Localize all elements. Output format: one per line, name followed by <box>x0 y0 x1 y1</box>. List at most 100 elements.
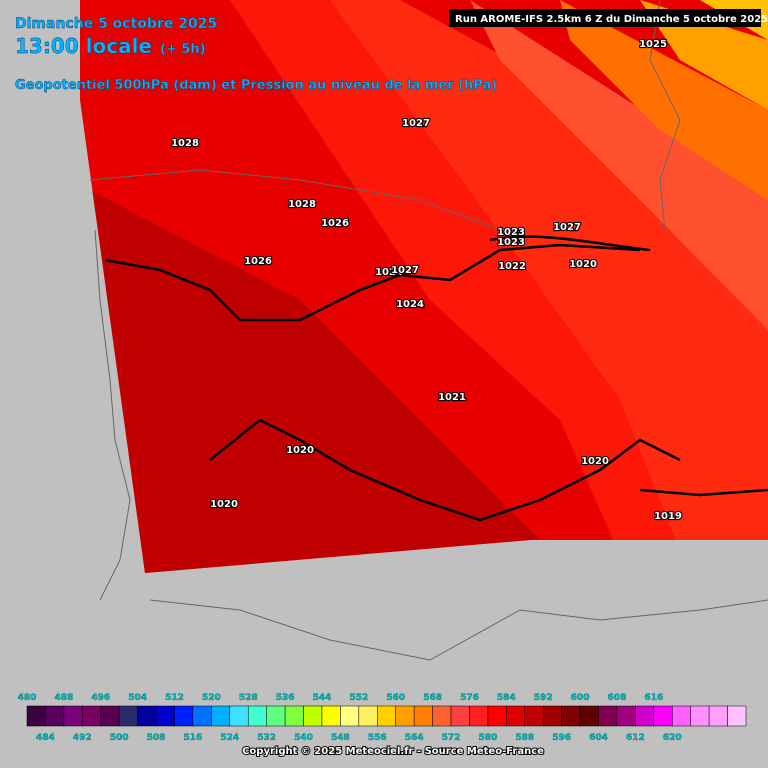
legend-label: 612 <box>626 733 645 743</box>
legend-label: 484 <box>36 733 55 743</box>
isobar-label: 1024 <box>396 299 424 310</box>
legend-label: 568 <box>423 693 442 703</box>
isobar-label: 1020 <box>210 499 238 510</box>
legend-label: 508 <box>147 733 166 743</box>
legend-label: 512 <box>165 693 184 703</box>
legend-label: 620 <box>663 733 682 743</box>
color-swatch <box>247 705 267 727</box>
legend-label: 608 <box>608 693 627 703</box>
isobars <box>104 235 768 522</box>
color-swatch <box>598 705 618 727</box>
color-swatch <box>229 705 249 727</box>
isobar-label: 1020 <box>286 445 314 456</box>
legend-label: 544 <box>313 693 332 703</box>
color-swatch <box>118 705 138 727</box>
color-swatch <box>653 705 673 727</box>
legend-label: 600 <box>571 693 590 703</box>
color-swatch <box>487 705 507 727</box>
color-swatch <box>377 705 396 727</box>
legend-label: 488 <box>54 693 73 703</box>
isobar-label: 1028 <box>288 199 316 210</box>
color-swatch <box>100 705 120 727</box>
color-swatch <box>561 705 581 727</box>
legend-label: 596 <box>552 733 571 743</box>
color-swatch <box>174 705 194 727</box>
color-swatch <box>358 705 378 727</box>
legend-label: 532 <box>257 733 276 743</box>
isobar-label: 1028 <box>171 138 199 149</box>
isobar-label: 1023 <box>497 237 525 248</box>
color-swatch <box>155 705 175 727</box>
color-swatch <box>579 705 599 727</box>
color-swatch <box>432 705 452 727</box>
legend-label: 540 <box>294 733 313 743</box>
date: Dimanche 5 octobre 2025 <box>15 16 217 32</box>
legend-label: 588 <box>515 733 534 743</box>
color-swatch <box>137 705 157 727</box>
color-swatch <box>542 705 562 727</box>
legend-label: 576 <box>460 693 479 703</box>
color-swatch <box>635 705 655 727</box>
isobar-label: 1025 <box>639 39 667 50</box>
copyright: Copyright © 2025 Meteociel.fr - Source M… <box>242 746 544 757</box>
color-swatch <box>469 705 489 727</box>
legend-label: 500 <box>110 733 129 743</box>
legend-label: 528 <box>239 693 258 703</box>
isobar-label: 1024 <box>375 267 403 278</box>
time: 13:00 locale <box>15 34 152 58</box>
color-swatch <box>524 705 544 727</box>
legend-label: 584 <box>497 693 516 703</box>
color-swatch <box>321 705 341 727</box>
isobar-label: 1027 <box>402 118 430 129</box>
run-box <box>449 9 761 27</box>
color-swatch <box>672 705 691 727</box>
offset: (+ 5h) <box>160 42 206 57</box>
color-swatch <box>450 705 470 727</box>
field <box>80 0 768 573</box>
isobar-label: 1026 <box>244 256 272 267</box>
color-swatch <box>266 705 286 727</box>
color-swatch <box>690 705 710 727</box>
color-swatch <box>82 705 101 727</box>
color-swatch <box>616 705 636 727</box>
subtitle: Geopotentiel 500hPa (dam) et Pression au… <box>15 78 497 93</box>
legend-label: 496 <box>91 693 110 703</box>
color-swatch <box>45 705 65 727</box>
color-swatch <box>26 705 46 727</box>
color-swatch <box>708 705 728 727</box>
run-info: Run AROME-IFS 2.5km 6 Z du Dimanche 5 oc… <box>455 14 768 25</box>
color-swatch <box>506 705 526 727</box>
color-swatch <box>303 705 323 727</box>
color-swatch <box>413 705 433 727</box>
borders <box>89 0 768 661</box>
isobar-label: 1020 <box>569 259 597 270</box>
isobar-label: 1027 <box>391 265 419 276</box>
legend-label: 564 <box>405 733 424 743</box>
legend-label: 548 <box>331 733 350 743</box>
legend-label: 504 <box>128 693 147 703</box>
isobar-label: 1023 <box>497 227 525 238</box>
legend-label: 592 <box>534 693 553 703</box>
legend-label: 616 <box>644 693 663 703</box>
legend-label: 480 <box>18 693 37 703</box>
color-swatch <box>211 705 231 727</box>
legend-label: 520 <box>202 693 221 703</box>
legend-label: 604 <box>589 733 608 743</box>
color-swatch <box>727 705 747 727</box>
legend-label: 524 <box>220 733 239 743</box>
isobar-label: 1027 <box>553 222 581 233</box>
color-swatch <box>340 705 360 727</box>
color-swatch <box>192 705 212 727</box>
legend-label: 572 <box>442 733 461 743</box>
color-swatch <box>395 705 415 727</box>
legend-label: 580 <box>478 733 497 743</box>
legend-label: 516 <box>184 733 203 743</box>
colorbar: 480 488 496 504 512 520 528 536 544 552 560 568 576 5… <box>17 693 747 743</box>
legend-label: 552 <box>349 693 368 703</box>
isobar-label: 1021 <box>438 392 466 403</box>
isobar-label: 1026 <box>321 218 349 229</box>
legend-label: 536 <box>276 693 295 703</box>
legend-label: 556 <box>368 733 387 743</box>
